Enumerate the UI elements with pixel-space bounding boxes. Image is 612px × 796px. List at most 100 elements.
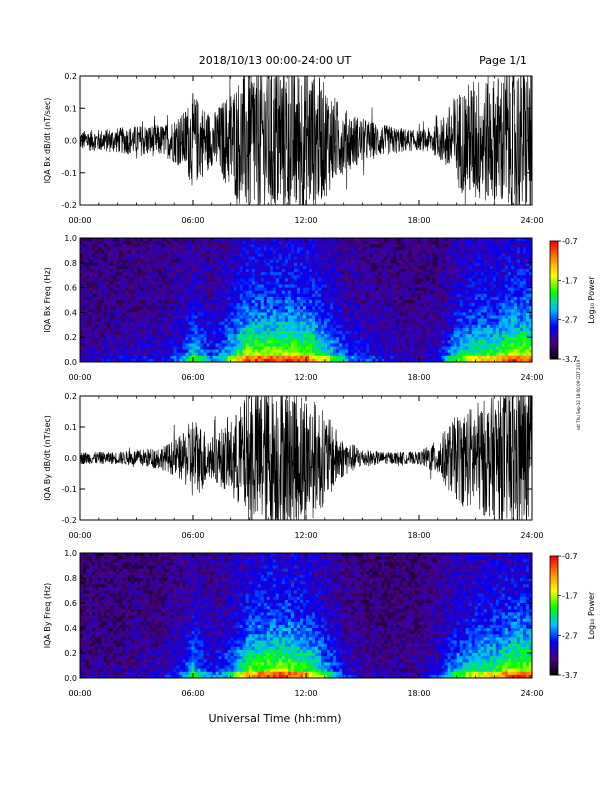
heatmap-cell [107,269,110,272]
heatmap-cell [405,319,408,322]
heatmap-cell [375,285,378,288]
heatmap-cell [315,343,318,346]
heatmap-cell [170,334,173,337]
heatmap-cell [372,353,375,356]
heatmap-cell [188,272,191,275]
heatmap-cell [411,350,414,353]
heatmap-cell [408,263,411,266]
heatmap-cell [228,340,231,343]
heatmap-cell [237,288,240,291]
heatmap-cell [237,281,240,284]
heatmap-cell [312,238,315,241]
heatmap-cell [170,331,173,334]
heatmap-cell [411,241,414,244]
heatmap-cell [176,347,179,350]
heatmap-cell [125,356,128,359]
heatmap-cell [246,328,249,331]
heatmap-cell [288,266,291,269]
heatmap-cell [421,340,424,343]
heatmap-cell [89,260,92,263]
heatmap-cell [300,247,303,250]
heatmap-cell [134,297,137,300]
heatmap-cell [143,294,146,297]
heatmap-cell [324,266,327,269]
heatmap-cell [188,257,191,260]
heatmap-cell [339,353,342,356]
heatmap-cell [384,343,387,346]
heatmap-cell [258,319,261,322]
heatmap-cell [155,263,158,266]
heatmap-cell [267,353,270,356]
heatmap-cell [330,300,333,303]
heatmap-cell [282,269,285,272]
heatmap-cell [348,238,351,241]
heatmap-cell [387,343,390,346]
heatmap-cell [86,334,89,337]
heatmap-cell [128,275,131,278]
heatmap-cell [321,266,324,269]
heatmap-cell [363,334,366,337]
heatmap-cell [258,294,261,297]
heatmap-cell [143,331,146,334]
heatmap-cell [128,294,131,297]
heatmap-cell [188,254,191,257]
heatmap-cell [433,278,436,281]
heatmap-cell [86,281,89,284]
heatmap-cell [176,350,179,353]
heatmap-cell [137,306,140,309]
heatmap-cell [143,278,146,281]
heatmap-cell [378,316,381,319]
heatmap-cell [303,300,306,303]
heatmap-cell [86,306,89,309]
heatmap-cell [237,254,240,257]
heatmap-cell [155,340,158,343]
heatmap-cell [216,281,219,284]
heatmap-cell [309,278,312,281]
x-tick-label: 00:00 [68,216,91,225]
heatmap-cell [378,300,381,303]
heatmap-cell [381,340,384,343]
heatmap-cell [360,260,363,263]
heatmap-cell [445,350,448,353]
heatmap-cell [442,266,445,269]
heatmap-cell [396,244,399,247]
heatmap-cell [131,297,134,300]
heatmap-cell [158,278,161,281]
heatmap-cell [430,312,433,315]
heatmap-cell [342,297,345,300]
heatmap-cell [363,340,366,343]
heatmap-cell [104,319,107,322]
heatmap-cell [309,266,312,269]
heatmap-cell [207,288,210,291]
heatmap-cell [381,278,384,281]
heatmap-cell [288,281,291,284]
heatmap-cell [240,297,243,300]
heatmap-cell [273,238,276,241]
heatmap-cell [366,281,369,284]
heatmap-cell [228,285,231,288]
heatmap-cell [185,319,188,322]
heatmap-cell [143,306,146,309]
heatmap-cell [158,300,161,303]
heatmap-cell [306,257,309,260]
heatmap-cell [204,309,207,312]
heatmap-cell [327,257,330,260]
heatmap-cell [125,319,128,322]
heatmap-cell [378,241,381,244]
heatmap-cell [213,275,216,278]
heatmap-cell [213,337,216,340]
heatmap-cell [303,297,306,300]
heatmap-cell [182,263,185,266]
heatmap-cell [116,322,119,325]
heatmap-cell [433,250,436,253]
heatmap-cell [309,300,312,303]
heatmap-cell [258,254,261,257]
heatmap-cell [351,353,354,356]
heatmap-cell [309,281,312,284]
heatmap-cell [427,285,430,288]
heatmap-cell [237,294,240,297]
heatmap-cell [225,241,228,244]
heatmap-cell [92,281,95,284]
heatmap-cell [399,300,402,303]
heatmap-cell [267,325,270,328]
